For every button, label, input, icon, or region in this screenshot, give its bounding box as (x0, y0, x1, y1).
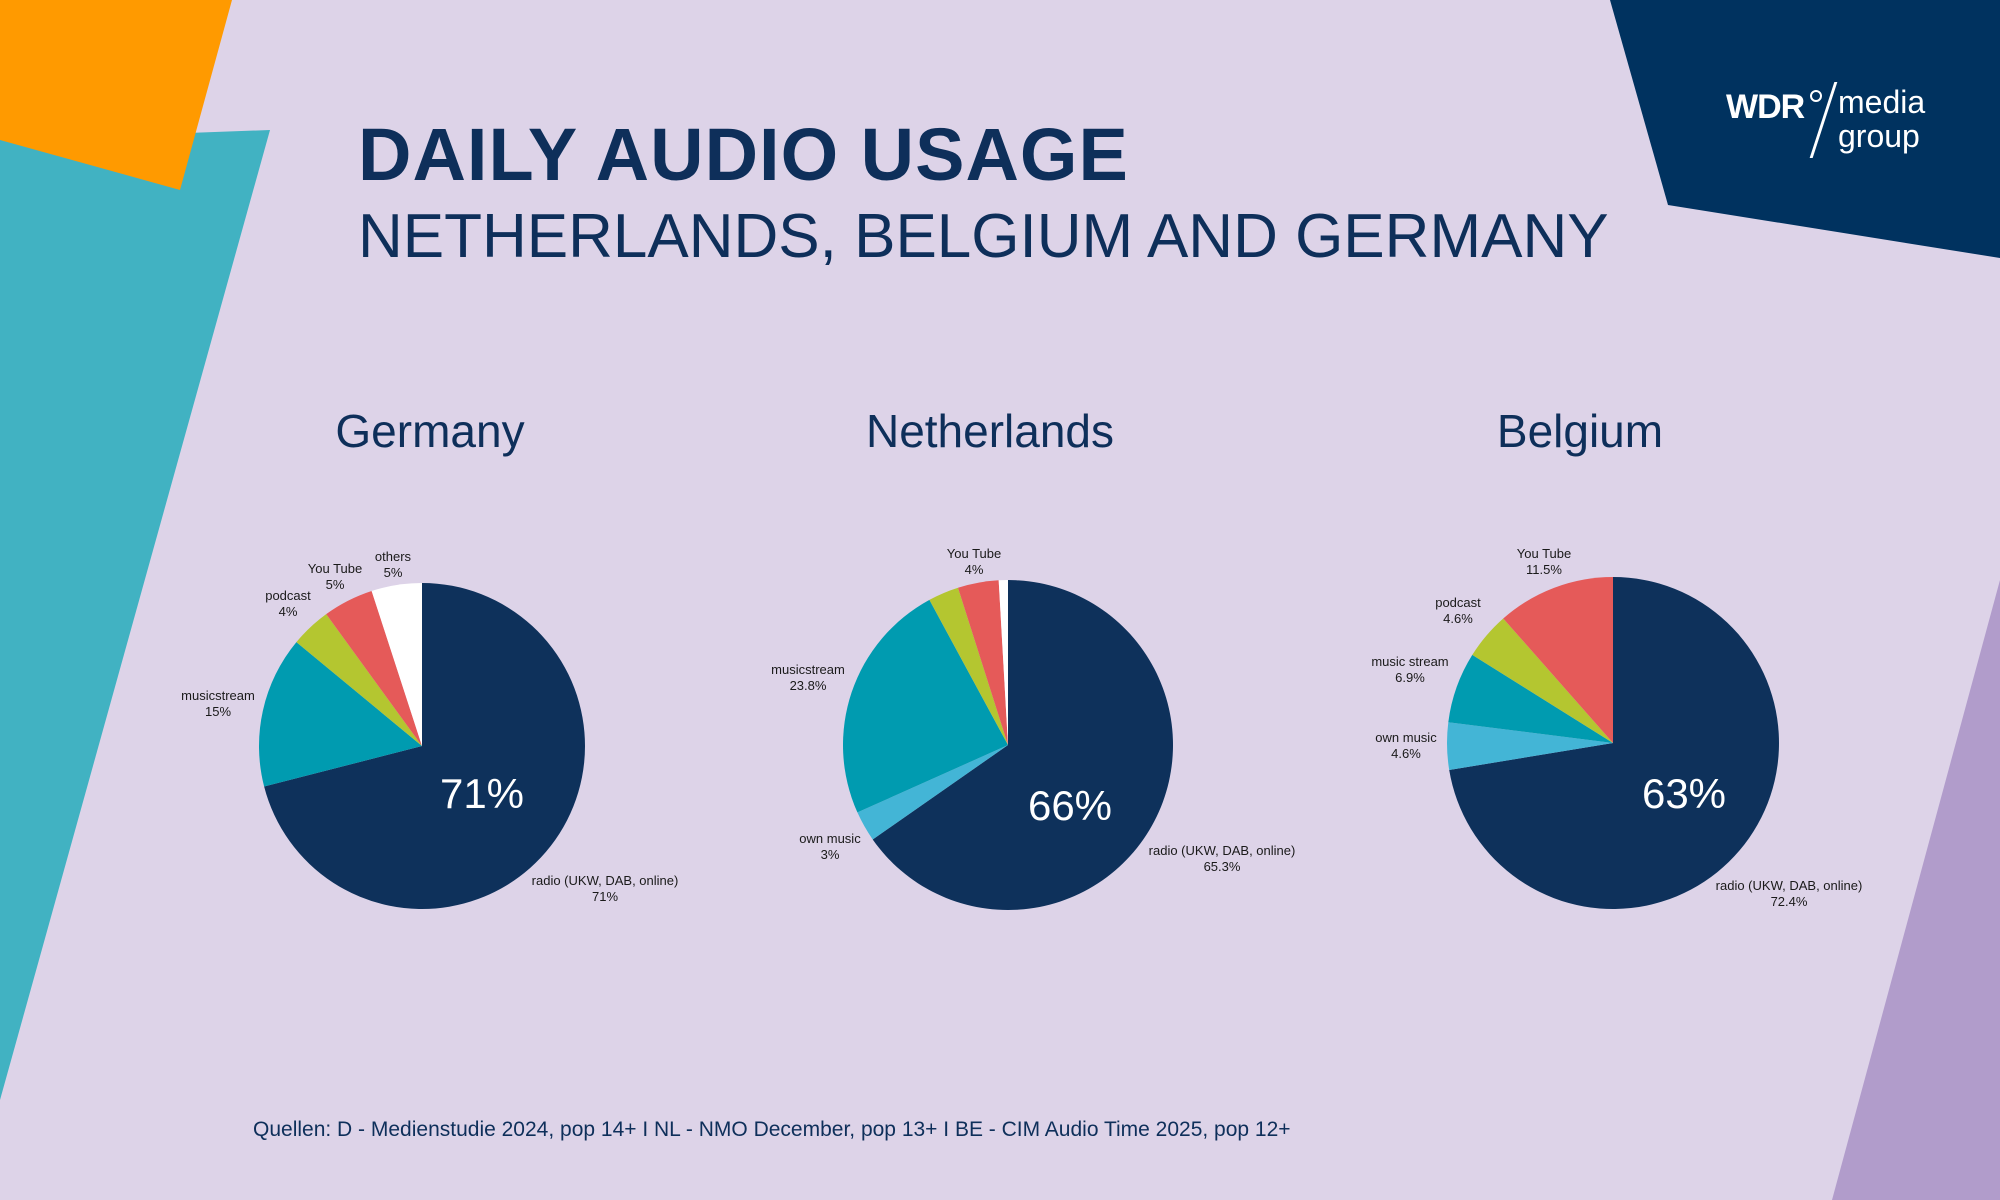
slice-label: You Tube 5% (308, 561, 362, 592)
pie-slice-musicstream (1448, 654, 1613, 743)
center-percentage-label: 63% (1642, 770, 1726, 817)
teal-stripe-shape (0, 130, 270, 1100)
pie-slice-musicstream (258, 642, 422, 787)
logo-wordmark: WDR (1726, 88, 1805, 126)
orange-corner-shape (0, 0, 232, 190)
slice-label: musicstream 23.8% (771, 662, 845, 693)
logo-line-2: group (1838, 118, 1920, 154)
page-subtitle: NETHERLANDS, BELGIUM AND GERMANY (358, 202, 1609, 271)
pie-slice-podcast (296, 614, 422, 746)
pie-slice-youtube (326, 590, 422, 746)
title-block: DAILY AUDIO USAGE NETHERLANDS, BELGIUM A… (358, 118, 1609, 268)
center-percentage-label: 71% (440, 770, 524, 817)
logo-line-1: media (1838, 84, 1926, 120)
pie-chart-belgium: Belgium radio (UKW, DAB, online) 72.4% own … (1371, 405, 1862, 909)
pie-slice-own-music (857, 745, 1008, 840)
source-note: Quellen: D - Medienstudie 2024, pop 14+ … (253, 1118, 1291, 1141)
pie-slice-musicstream (843, 599, 1008, 813)
slice-label: podcast 4% (265, 588, 311, 619)
pie-slice-others (371, 583, 422, 746)
pie-slice-radio (1449, 577, 1779, 909)
page-title: DAILY AUDIO USAGE (358, 113, 1129, 196)
lilac-corner-shape (1832, 580, 2000, 1200)
pie-slice-radio (264, 583, 585, 910)
pie-slice-podcast (929, 587, 1008, 745)
pie-slice-radio (872, 580, 1173, 911)
slice-label: radio (UKW, DAB, online) 65.3% (1149, 843, 1296, 874)
slice-label: radio (UKW, DAB, online) 71% (532, 873, 679, 904)
slice-label: own music 4.6% (1375, 730, 1437, 761)
logo-eye-icon (1810, 90, 1822, 102)
pie-slice-others (998, 580, 1008, 745)
chart-title: Belgium (1497, 405, 1663, 457)
pie-slice-own-music (1447, 722, 1613, 770)
chart-title: Netherlands (866, 405, 1114, 457)
pie-slice-podcast (1472, 618, 1613, 743)
chart-title: Germany (335, 405, 524, 457)
slice-label: You Tube 4% (947, 546, 1001, 577)
wdr-media-group-logo: WDR media group (1726, 82, 1936, 162)
pie-chart-netherlands: Netherlands radio (UKW, DAB, online) 65.3%… (771, 405, 1296, 911)
pie-chart-germany: Germany radio (UKW, DAB, online) 71% musics… (181, 405, 679, 910)
slice-label: musicstream 15% (181, 688, 255, 719)
navy-corner-shape (1610, 0, 2000, 258)
slice-label: others 5% (375, 549, 412, 580)
slice-label: music stream 6.9% (1371, 654, 1448, 685)
slice-label: podcast 4.6% (1435, 595, 1481, 626)
slice-label: radio (UKW, DAB, online) 72.4% (1716, 878, 1863, 909)
pie-slice-youtube (1503, 577, 1613, 743)
slice-label: own music 3% (799, 831, 861, 862)
slice-label: You Tube 11.5% (1517, 546, 1571, 577)
pie-slice-youtube (957, 580, 1008, 745)
center-percentage-label: 66% (1028, 782, 1112, 829)
